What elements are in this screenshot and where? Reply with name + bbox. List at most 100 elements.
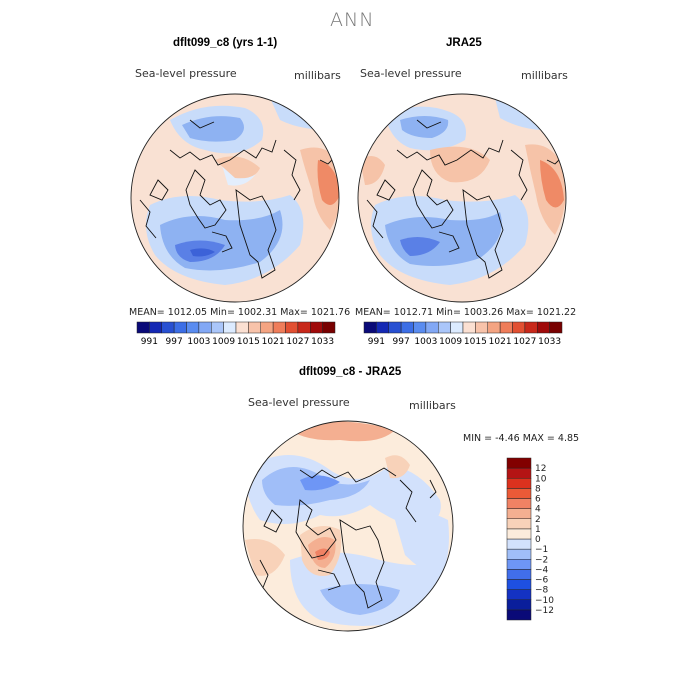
panel-1-colorbar-swatch bbox=[223, 321, 237, 334]
panel-1-colorbar-swatch bbox=[198, 321, 212, 334]
panel-2-colorbar-swatch bbox=[549, 321, 563, 334]
panel-1-colorbar-swatch bbox=[260, 321, 274, 334]
panel-2-colorbar-swatch bbox=[400, 321, 414, 334]
panel-3-colorbar-tick-label: 8 bbox=[535, 484, 541, 494]
panel-2-colorbar-tick-label: 991 bbox=[368, 337, 385, 347]
panel-1-colorbar-swatch bbox=[149, 321, 162, 334]
panel-1-colorbar-tick-label: 1021 bbox=[262, 337, 285, 347]
panel-3-colorbar-tick-label: 1 bbox=[535, 525, 541, 535]
panel-1-colorbar-swatch bbox=[272, 321, 286, 334]
panel-2-colorbar-tick-label: 1021 bbox=[489, 337, 512, 347]
panel-3-colorbar-tick-label: 4 bbox=[535, 505, 541, 515]
panel-2-units-label: millibars bbox=[521, 69, 568, 82]
panel-3-coastlines bbox=[259, 467, 437, 609]
panel-3-colorbar-tick-label: 10 bbox=[535, 474, 547, 484]
panel-1-title: dflt099_c8 (yrs 1-1) bbox=[173, 37, 278, 49]
panel-3-colorbar-tick-label: −8 bbox=[535, 586, 549, 596]
panel-1-colorbar-tick-label: 1027 bbox=[286, 337, 309, 347]
panel-3-positive-anomaly-core bbox=[315, 548, 330, 560]
panel-2-colorbar-swatch bbox=[425, 321, 439, 334]
panel-3-colorbar-swatch bbox=[506, 599, 532, 611]
panel-2-colorbar-swatch bbox=[537, 321, 550, 334]
panel-3-minmax: MIN = -4.46 MAX = 4.85 bbox=[463, 433, 580, 444]
panel-2-colorbar-swatch bbox=[450, 321, 464, 334]
panel-2-colorbar-tick-label: 1033 bbox=[538, 337, 561, 347]
panel-2-colorbar-swatch bbox=[388, 321, 402, 334]
panel-1-low-pressure-core bbox=[190, 248, 215, 257]
panel-1-colorbar-tick-label: 1009 bbox=[212, 337, 235, 347]
season-title: ANN bbox=[330, 9, 375, 31]
panel-3-colorbar-swatch bbox=[506, 457, 532, 469]
panel-3-colorbar-swatch bbox=[506, 538, 532, 550]
panel-2-high-pressure-region bbox=[360, 156, 385, 185]
panel-1-coastlines bbox=[139, 119, 335, 279]
panel-3-colorbar-tick-label: −10 bbox=[535, 596, 554, 606]
panel-3-colorbar-tick-label: 6 bbox=[535, 495, 541, 505]
panel-3-colorbar-swatch bbox=[506, 548, 532, 560]
panel-3-colorbar-swatch bbox=[506, 518, 532, 530]
panel-2-colorbar-tick-label: 1009 bbox=[439, 337, 462, 347]
panel-1-high-pressure-core bbox=[317, 160, 339, 205]
panel-3-colorbar-swatch bbox=[506, 589, 532, 600]
panel-2-colorbar-swatch bbox=[376, 321, 389, 334]
panel-3-colorbar-tick-label: 0 bbox=[535, 535, 541, 545]
panel-1-colorbar-tick-label: 991 bbox=[141, 337, 158, 347]
panel-2-title: JRA25 bbox=[446, 37, 482, 49]
panel-2-colorbar-tick-label: 1003 bbox=[414, 337, 437, 347]
panel-3-colorbar-tick-label: 12 bbox=[535, 464, 546, 474]
panel-1-colorbar-swatch bbox=[285, 321, 299, 334]
panel-1-colorbar-swatch bbox=[248, 321, 261, 334]
panel-2-colorbar-swatch bbox=[413, 321, 427, 334]
panel-3-colorbar-swatch bbox=[506, 559, 532, 570]
panel-1-colorbar-swatch bbox=[211, 321, 224, 334]
panel-1-colorbar-swatch bbox=[310, 321, 323, 334]
panel-3-colorbar-swatch bbox=[506, 478, 532, 489]
panel-3-colorbar-swatch bbox=[506, 508, 532, 519]
panel-2-stats: MEAN= 1012.71 Min= 1003.26 Max= 1021.22 bbox=[355, 307, 577, 318]
panel-3-units-label: millibars bbox=[409, 399, 456, 412]
panel-3-positive-anomaly bbox=[245, 539, 285, 576]
panel-3-negative-anomaly bbox=[300, 475, 340, 491]
panel-2-colorbar-swatch bbox=[475, 321, 488, 334]
panel-3-colorbar-tick-label: −1 bbox=[535, 545, 548, 555]
panel-3-colorbar-tick-label: −6 bbox=[535, 576, 549, 586]
panel-3-colorbar-swatch bbox=[506, 609, 532, 621]
panel-2-colorbar-tick-label: 1027 bbox=[513, 337, 536, 347]
panel-2-colorbar-swatch bbox=[363, 321, 377, 334]
panel-2-low-pressure-core bbox=[400, 236, 440, 256]
panel-1-map bbox=[131, 94, 339, 302]
panel-2-map-border bbox=[357, 93, 567, 303]
panel-3-map-border bbox=[242, 420, 454, 632]
panel-1-colorbar-swatch bbox=[173, 321, 187, 334]
panel-2-colorbar-swatch bbox=[512, 321, 526, 334]
panel-2-map bbox=[358, 94, 566, 302]
panel-3-variable-label: Sea-level pressure bbox=[248, 396, 350, 409]
panel-2-coastlines bbox=[366, 119, 562, 279]
panel-2-colorbar-tick-label: 997 bbox=[393, 337, 410, 347]
panel-1-stats: MEAN= 1012.05 Min= 1002.31 Max= 1021.76 bbox=[129, 307, 351, 318]
panel-1-variable-label: Sea-level pressure bbox=[135, 67, 237, 80]
panel-2-colorbar: 991 997 1003 1009 1015 1021 1027 1033 bbox=[363, 321, 563, 347]
panel-3-colorbar-swatch bbox=[506, 579, 532, 590]
panel-3-colorbar-tick-label: −12 bbox=[535, 606, 554, 616]
panel-1-colorbar-swatch bbox=[297, 321, 311, 334]
panel-2-colorbar-swatch bbox=[438, 321, 451, 334]
panel-1-colorbar-tick-label: 1015 bbox=[237, 337, 260, 347]
panel-3-colorbar-tick-label: −4 bbox=[535, 565, 549, 575]
panel-3-title: dflt099_c8 - JRA25 bbox=[299, 366, 402, 378]
panel-1-colorbar-tick-label: 1003 bbox=[187, 337, 210, 347]
panel-2-colorbar-swatch bbox=[487, 321, 501, 334]
panel-1-colorbar-tick-label: 997 bbox=[166, 337, 183, 347]
panel-2-variable-label: Sea-level pressure bbox=[360, 67, 462, 80]
panel-1-colorbar-tick-label: 1033 bbox=[311, 337, 334, 347]
panel-3-colorbar-swatch bbox=[506, 569, 532, 580]
panel-1-low-pressure-region bbox=[182, 116, 244, 142]
panel-1-colorbar-swatch bbox=[186, 321, 200, 334]
panel-3-colorbar-tick-label: 2 bbox=[535, 515, 541, 525]
panel-3-colorbar-tick-label: −2 bbox=[535, 555, 548, 565]
panel-1-colorbar-swatch bbox=[136, 321, 150, 334]
panel-3-negative-anomaly bbox=[320, 584, 400, 615]
